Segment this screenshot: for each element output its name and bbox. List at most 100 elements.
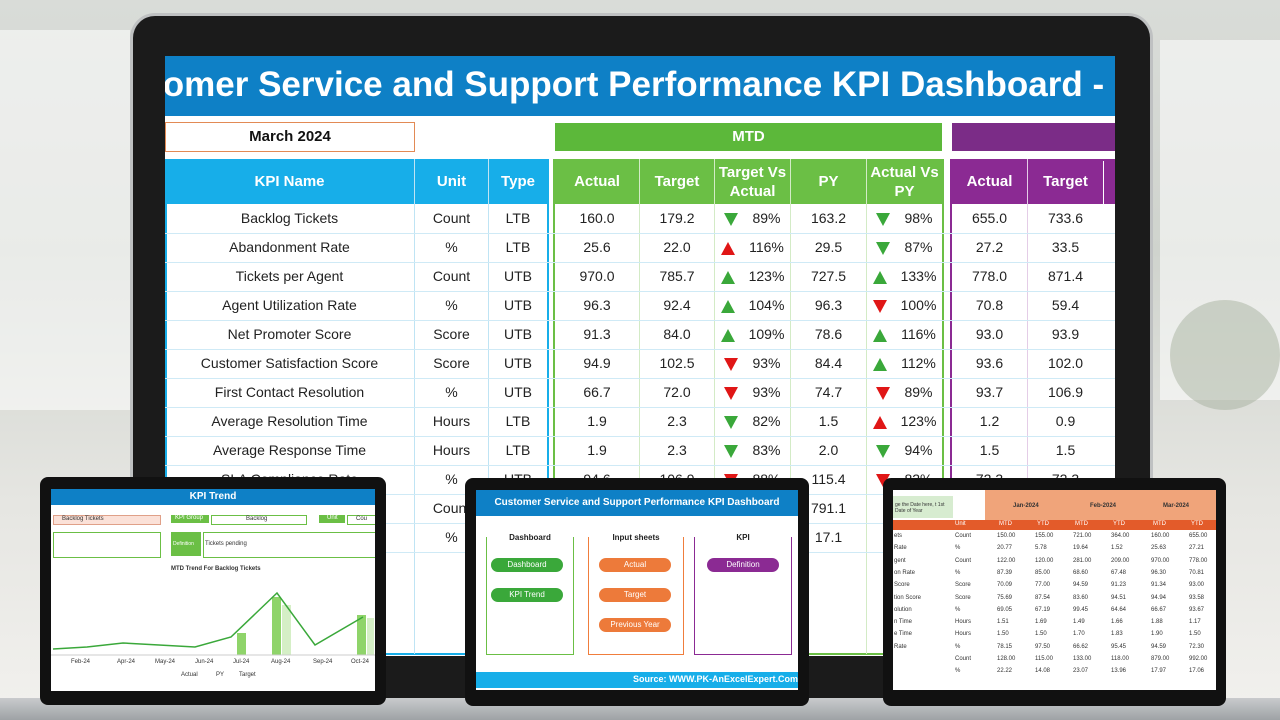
cell-text: Tickets per Agent	[235, 268, 344, 284]
sheet-value: 69.05	[997, 606, 1013, 613]
actual-button[interactable]: Actual	[599, 558, 671, 572]
cell-py: 78.6	[791, 320, 866, 349]
cell-py: 2.0	[791, 436, 866, 465]
kpi-row: Backlog Tickets Count LTB 160.0 179.2 89% 163.…	[165, 204, 1115, 233]
cell-text: 89%	[752, 210, 781, 226]
cell-target: 22.0	[640, 233, 714, 262]
sheet-value: 87.39	[997, 569, 1013, 576]
cell-tva: 104%	[715, 291, 790, 320]
x-label: Jul-24	[233, 659, 250, 665]
target-button[interactable]: Target	[599, 588, 671, 602]
arrow-down-icon	[876, 212, 891, 226]
cell-unit: Score	[415, 320, 488, 349]
cell-unit: Hours	[415, 407, 488, 436]
data-sheet-screen: ge the Date here, t 1st Date of Year Jan…	[893, 490, 1216, 690]
sheet-value: 1.50	[997, 631, 1009, 638]
cell-target: 92.4	[640, 291, 714, 320]
cell-ytd-actual: 1.5	[952, 436, 1027, 465]
cell-tva: 89%	[715, 204, 790, 233]
cell-text: 1.5	[818, 413, 839, 429]
cell-text: 100%	[900, 297, 937, 313]
col-divider	[790, 159, 791, 654]
cell-text: Hours	[432, 442, 471, 458]
row-divider	[165, 436, 1115, 437]
cell-target: 179.2	[640, 204, 714, 233]
unit-label-text: Unit	[327, 515, 338, 521]
cell-ytd-actual: 93.0	[952, 320, 1027, 349]
cell-name: Net Promoter Score	[165, 320, 414, 349]
sheet-value: 5.78	[1035, 545, 1047, 552]
sheet-value: 122.00	[997, 557, 1016, 564]
cell-avp: 100%	[867, 291, 942, 320]
sheet-value: 64.64	[1111, 606, 1127, 613]
sheet-value: 17.97	[1151, 668, 1167, 675]
sheet-value: 87.54	[1035, 594, 1051, 601]
cell-actual: 96.3	[555, 291, 639, 320]
dashboard-button[interactable]: Dashboard	[491, 558, 563, 572]
cell-text: Count	[432, 268, 471, 284]
chart-title: MTD Trend For Backlog Tickets	[171, 566, 261, 572]
cell-text: 2.3	[667, 413, 687, 429]
cell-text: 733.6	[1047, 210, 1084, 226]
cell-unit: Count	[415, 262, 488, 291]
cell-target: 72.0	[640, 378, 714, 407]
cell-actual: 970.0	[555, 262, 639, 291]
header-unit: Unit	[415, 159, 488, 204]
legend-py: PY	[216, 672, 225, 678]
sheet-value: 655.00	[1189, 533, 1208, 539]
cell-unit: %	[415, 465, 488, 494]
cell-text: 98%	[904, 210, 933, 226]
cell-name: Customer Satisfaction Score	[165, 349, 414, 378]
kpi-row: Net Promoter Score Score UTB 91.3 84.0 109% 78…	[165, 320, 1115, 349]
arrow-down-icon	[724, 386, 739, 400]
month-selector[interactable]: March 2024	[165, 122, 415, 152]
sheet-value: 1.66	[1111, 619, 1123, 626]
sheet-value: 83.60	[1073, 594, 1089, 601]
definition-button[interactable]: Definition	[707, 558, 779, 572]
cell-text: Agent Utilization Rate	[222, 297, 357, 313]
row-divider	[165, 378, 1115, 379]
header-type: Type	[489, 159, 547, 204]
cell-py: 727.5	[791, 262, 866, 291]
cell-tva: 83%	[715, 436, 790, 465]
cell-text: UTB	[504, 326, 532, 342]
kpi-selector[interactable]: Backlog Tickets	[53, 515, 161, 525]
cell-text: 89%	[904, 384, 933, 400]
cell-text: 93.0	[975, 326, 1004, 342]
cell-name: First Contact Resolution	[165, 378, 414, 407]
sheet-value: 17.06	[1189, 668, 1205, 675]
cell-text: %	[445, 529, 458, 545]
cell-unit: %	[415, 233, 488, 262]
legend-actual: Actual	[181, 672, 198, 678]
arrow-down-icon	[876, 241, 891, 255]
kpi-trend-button[interactable]: KPI Trend	[491, 588, 563, 602]
menu-title-bar: Customer Service and Support Performance…	[476, 490, 798, 516]
cell-unit: Count	[415, 494, 488, 523]
kpi-group-field: Backlog	[211, 515, 307, 525]
kpi-group-label: KPI Group	[171, 515, 209, 523]
cell-text: 133%	[900, 268, 937, 284]
x-label: Oct-24	[351, 659, 370, 665]
cell-text: 160.0	[579, 210, 615, 226]
cell-type: LTB	[489, 407, 547, 436]
sheet-value: 68.60	[1073, 569, 1089, 576]
dashboard-title-bar: Customer Service and Support Performance…	[165, 56, 1115, 116]
sheet-value: 1.70	[1073, 631, 1085, 638]
cell-actual: 25.6	[555, 233, 639, 262]
cell-text: 0.9	[1055, 413, 1076, 429]
cell-tva: 109%	[715, 320, 790, 349]
cell-py: 17.1	[791, 523, 866, 552]
col-divider	[1027, 159, 1028, 654]
cell-text: %	[445, 384, 458, 400]
header-py: PY	[791, 159, 866, 204]
cell-text: 93.9	[1051, 326, 1080, 342]
arrow-down-icon	[876, 444, 891, 458]
sheet-unit: Hours	[955, 619, 972, 626]
cell-text: 2.0	[818, 442, 839, 458]
cell-tva: 93%	[715, 378, 790, 407]
cell-text: First Contact Resolution	[214, 384, 365, 400]
previous-year-button[interactable]: Previous Year	[599, 618, 671, 632]
cell-py: 74.7	[791, 378, 866, 407]
kpi-row: Average Response Time Hours LTB 1.9 2.3 83% 2.…	[165, 436, 1115, 465]
sheet-value: 364.00	[1111, 533, 1130, 539]
